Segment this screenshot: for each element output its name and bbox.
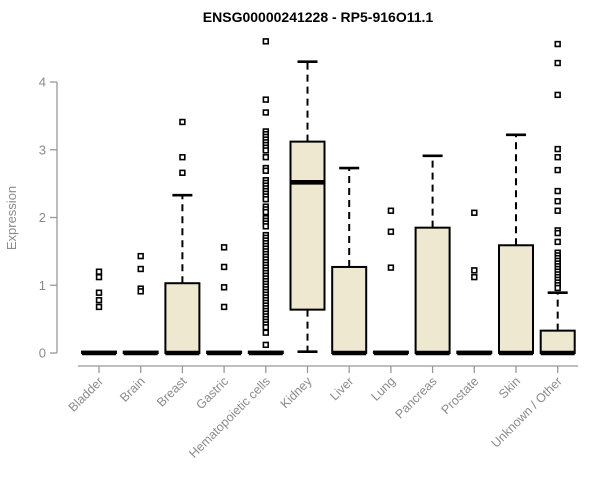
outlier-point — [262, 223, 269, 230]
box-group-hematopoietic-cells — [247, 38, 284, 356]
outlier-point — [262, 329, 269, 336]
outlier-point — [95, 303, 103, 311]
x-label-kidney: Kidney — [278, 374, 315, 411]
box-rect — [289, 140, 326, 311]
outlier-point — [220, 263, 228, 271]
box-group-gastric — [206, 244, 243, 356]
outlier-point — [95, 268, 103, 275]
outlier-point — [137, 288, 144, 295]
outlier-point — [471, 273, 478, 281]
outlier-point — [387, 207, 395, 214]
outlier-point — [220, 244, 228, 251]
outlier-point — [554, 59, 561, 67]
outlier-point — [95, 273, 103, 281]
outlier-point — [554, 229, 561, 237]
outlier-point — [554, 91, 561, 99]
outlier-point — [387, 228, 395, 235]
outlier-point — [220, 303, 228, 311]
outlier-point — [554, 207, 561, 214]
outlier-point — [137, 265, 144, 273]
outlier-point — [179, 154, 186, 161]
box-group-unknown-other — [539, 40, 576, 356]
chart-title: ENSG00000241228 - RP5-916O11.1 — [203, 9, 434, 25]
x-label-prostate: Prostate — [439, 374, 482, 417]
outlier-point — [179, 118, 186, 126]
outlier-point — [387, 264, 395, 271]
x-label-pancreas: Pancreas — [392, 374, 439, 421]
outlier-point — [262, 167, 269, 174]
box-rect — [331, 265, 368, 354]
x-label-skin: Skin — [496, 374, 523, 401]
outlier-point — [95, 289, 103, 296]
outlier-point — [220, 284, 228, 291]
x-label-lung: Lung — [368, 374, 398, 404]
outlier-point — [471, 267, 478, 274]
outlier-point — [262, 208, 269, 216]
outlier-point — [554, 166, 561, 174]
box-group-pancreas — [414, 154, 451, 356]
outlier-point — [262, 324, 269, 331]
outlier-point — [95, 296, 103, 304]
box-group-bladder — [81, 268, 117, 356]
outlier-point — [554, 238, 561, 246]
box-group-kidney — [289, 60, 326, 353]
box-rect — [414, 226, 451, 355]
box-rect — [164, 282, 201, 354]
box-group-brain — [122, 252, 159, 356]
x-label-liver: Liver — [327, 374, 356, 403]
x-label-bladder: Bladder — [66, 374, 106, 414]
box-group-breast — [164, 118, 201, 356]
y-tick-label: 2 — [39, 210, 46, 225]
y-tick-label: 3 — [39, 142, 46, 157]
outlier-point — [554, 154, 561, 161]
box-rect — [539, 329, 576, 354]
outlier-point — [262, 341, 269, 349]
outlier-point — [471, 209, 478, 216]
outlier-point — [554, 145, 561, 153]
outlier-point — [262, 109, 269, 116]
outlier-point — [262, 147, 269, 154]
y-tick-label: 1 — [39, 278, 46, 293]
box-rect — [498, 244, 534, 354]
outlier-point — [179, 169, 186, 176]
x-label-gastric: Gastric — [193, 374, 231, 412]
x-label-unknown-other: Unknown / Other — [489, 374, 565, 450]
x-label-brain: Brain — [117, 374, 148, 405]
outlier-point — [554, 198, 561, 205]
outlier-point — [262, 154, 269, 161]
outlier-point — [262, 96, 269, 103]
box-group-prostate — [456, 209, 493, 356]
outlier-point — [262, 196, 269, 203]
x-label-hematopoietic-cells: Hematopoietic cells — [186, 374, 273, 461]
plot-area: 0 1 2 3 4 Bladder Brain Breast GastricHematopoie… — [39, 38, 578, 461]
outlier-point — [554, 284, 561, 292]
outlier-point — [262, 38, 269, 45]
outlier-point — [137, 252, 144, 260]
y-axis-label: Expression — [4, 186, 19, 250]
outlier-point — [554, 187, 561, 195]
x-label-breast: Breast — [154, 374, 190, 410]
y-tick-label: 0 — [39, 346, 46, 361]
box-group-liver — [331, 166, 368, 356]
outlier-point — [554, 40, 561, 48]
box-group-skin — [498, 133, 534, 356]
y-tick-label: 4 — [39, 75, 46, 90]
box-group-lung — [372, 207, 409, 356]
